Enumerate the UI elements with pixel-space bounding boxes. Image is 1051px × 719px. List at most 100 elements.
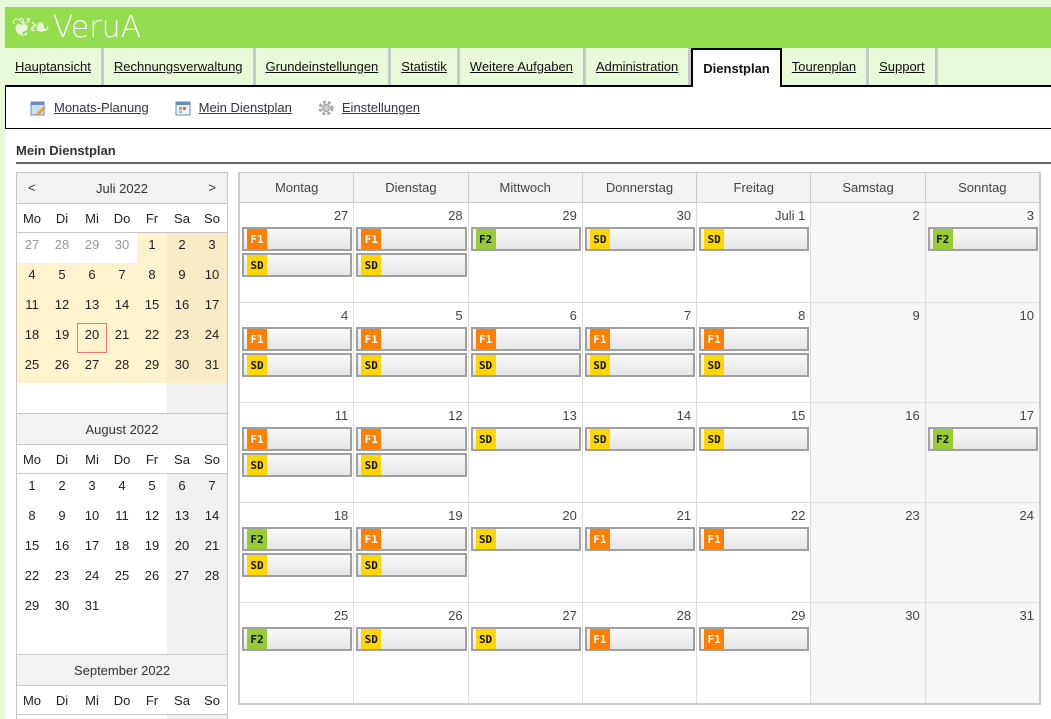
calendar-day[interactable]: 29 F2	[469, 203, 583, 302]
shift-entry[interactable]: SD	[584, 353, 696, 377]
mini-day[interactable]: 28	[47, 233, 77, 263]
calendar-day[interactable]: 5 F1 SD	[354, 303, 469, 402]
calendar-day[interactable]: 11 F1 SD	[240, 403, 355, 502]
tab-support[interactable]: Support	[869, 48, 938, 85]
shift-entry[interactable]: F1	[242, 327, 353, 351]
mini-day[interactable]: 26	[47, 353, 77, 383]
shift-entry[interactable]: F1	[699, 627, 810, 651]
shift-entry[interactable]: SD	[470, 353, 581, 377]
mini-day[interactable]: 29	[77, 233, 107, 263]
shift-entry[interactable]: F1	[242, 227, 353, 251]
mini-day[interactable]: 29	[24, 598, 40, 613]
mini-day[interactable]: 14	[107, 293, 137, 323]
calendar-day[interactable]: 20 SD	[469, 503, 583, 602]
mini-day[interactable]: 4	[197, 715, 227, 719]
mini-day[interactable]: 5	[47, 263, 77, 293]
mini-day[interactable]: 10	[84, 508, 100, 523]
shift-entry[interactable]: F1	[699, 327, 810, 351]
calendar-day[interactable]: 22 F1	[697, 503, 812, 602]
mini-day[interactable]: 27	[17, 233, 47, 263]
calendar-day[interactable]: 8 F1 SD	[697, 303, 812, 402]
mini-day[interactable]: 13	[77, 293, 107, 323]
calendar-day[interactable]: 29 F1	[697, 603, 812, 703]
mini-day[interactable]: 6	[77, 263, 107, 293]
mini-day[interactable]: 27	[167, 564, 197, 594]
mini-day[interactable]: 25	[114, 568, 130, 583]
shift-entry[interactable]: F1	[470, 327, 581, 351]
shift-entry[interactable]: F1	[356, 227, 467, 251]
mini-day[interactable]: 1	[107, 715, 137, 719]
mini-day[interactable]: 22	[137, 323, 167, 353]
mini-day[interactable]: 13	[167, 504, 197, 534]
mini-day[interactable]: 3	[197, 233, 227, 263]
shift-entry[interactable]: SD	[356, 253, 467, 277]
calendar-day[interactable]: 27 F1 SD	[240, 203, 355, 302]
calendar-day[interactable]: 6 F1 SD	[469, 303, 583, 402]
mini-day[interactable]: 18	[17, 323, 47, 353]
mini-day[interactable]: 9	[167, 263, 197, 293]
shift-entry[interactable]: SD	[356, 353, 467, 377]
shift-entry[interactable]: F2	[927, 427, 1038, 451]
calendar-day[interactable]: 28 F1 SD	[354, 203, 469, 302]
calendar-day[interactable]: 23	[811, 503, 926, 602]
mini-day[interactable]: 10	[197, 263, 227, 293]
mini-day[interactable]: 19	[47, 323, 77, 353]
mini-day[interactable]: 8	[28, 508, 36, 523]
mini-day[interactable]: 20	[77, 323, 107, 353]
shift-entry[interactable]: F1	[699, 527, 810, 551]
calendar-day[interactable]: 21 F1	[583, 503, 698, 602]
shift-entry[interactable]: F2	[242, 627, 353, 651]
shift-entry[interactable]: SD	[242, 353, 353, 377]
shift-entry[interactable]: SD	[699, 427, 810, 451]
tab-dienstplan[interactable]: Dienstplan	[691, 48, 782, 87]
calendar-day[interactable]: 28 F1	[583, 603, 698, 703]
shift-entry[interactable]: SD	[584, 227, 696, 251]
tab-administration[interactable]: Administration	[585, 48, 692, 85]
mini-day[interactable]: 28	[107, 353, 137, 383]
submenu-link[interactable]: Einstellungen	[318, 100, 420, 116]
mini-day[interactable]: 31	[84, 598, 100, 613]
mini-day[interactable]: 30	[167, 353, 197, 383]
mini-day[interactable]: 18	[114, 538, 130, 553]
tab-rechnungsverwaltung[interactable]: Rechnungsverwaltung	[103, 48, 256, 85]
shift-entry[interactable]: F1	[356, 527, 467, 551]
shift-entry[interactable]: F1	[242, 427, 353, 451]
mini-day[interactable]: 1	[137, 233, 167, 263]
calendar-day[interactable]: 7 F1 SD	[583, 303, 698, 402]
calendar-day[interactable]: Juli 1 SD	[697, 203, 812, 302]
mini-day[interactable]: 21	[107, 323, 137, 353]
mini-day[interactable]: 14	[197, 504, 227, 534]
shift-entry[interactable]: SD	[356, 553, 467, 577]
shift-entry[interactable]: F1	[584, 327, 696, 351]
mini-day[interactable]: 15	[24, 538, 40, 553]
calendar-day[interactable]: 12 F1 SD	[354, 403, 469, 502]
shift-entry[interactable]: SD	[470, 427, 581, 451]
mini-day[interactable]: 3	[167, 715, 197, 719]
calendar-day[interactable]: 30 SD	[583, 203, 698, 302]
mini-day[interactable]: 22	[24, 568, 40, 583]
mini-day[interactable]: 17	[84, 538, 100, 553]
calendar-day[interactable]: 15 SD	[697, 403, 812, 502]
shift-entry[interactable]: SD	[242, 553, 353, 577]
calendar-day[interactable]: 24	[925, 503, 1039, 602]
mini-day[interactable]: 24	[84, 568, 100, 583]
calendar-day[interactable]: 4 F1 SD	[240, 303, 355, 402]
shift-entry[interactable]: F2	[927, 227, 1038, 251]
prev-month-button[interactable]: <	[28, 180, 36, 195]
calendar-day[interactable]: 14 SD	[583, 403, 698, 502]
shift-entry[interactable]: SD	[699, 353, 810, 377]
calendar-day[interactable]: 13 SD	[469, 403, 583, 502]
mini-day[interactable]: 25	[17, 353, 47, 383]
mini-day[interactable]: 28	[197, 564, 227, 594]
mini-day[interactable]: 5	[148, 478, 156, 493]
calendar-day[interactable]: 25 F2	[240, 603, 355, 703]
mini-day[interactable]: 11	[17, 293, 47, 323]
mini-day[interactable]: 26	[144, 568, 160, 583]
shift-entry[interactable]: SD	[242, 253, 353, 277]
calendar-day[interactable]: 2	[811, 203, 926, 302]
mini-day[interactable]: 30	[107, 233, 137, 263]
mini-day[interactable]: 29	[137, 353, 167, 383]
calendar-day[interactable]: 17 F2	[925, 403, 1039, 502]
mini-day[interactable]: 4	[118, 478, 126, 493]
mini-day[interactable]: 4	[17, 263, 47, 293]
